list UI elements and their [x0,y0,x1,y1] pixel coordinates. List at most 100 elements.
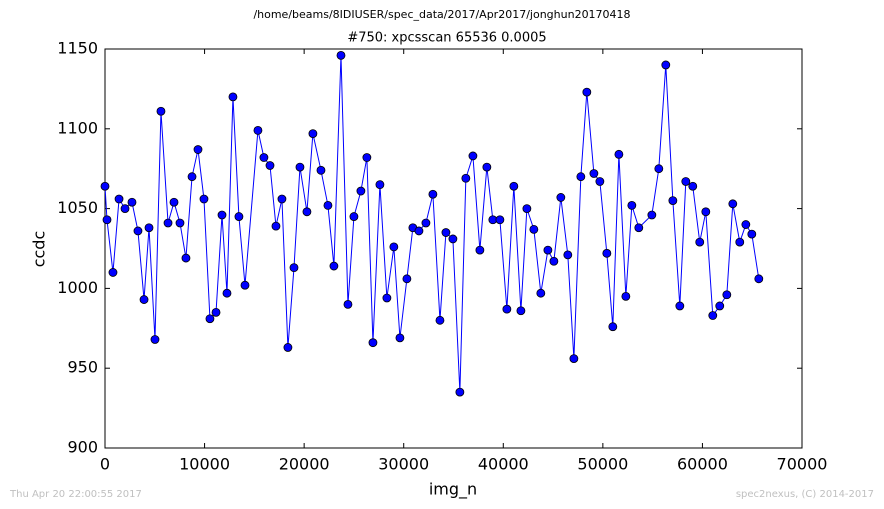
y-tick-label: 1150 [57,39,98,58]
data-point [468,151,478,161]
data-point [228,92,238,102]
data-point [193,145,203,154]
y-tick-label: 1000 [57,278,98,297]
data-point [402,274,412,284]
data-point [217,210,227,220]
y-tick-label: 900 [67,438,98,457]
data-point [461,173,471,183]
data-point [211,307,221,317]
data-point [234,212,244,221]
data-point [144,223,154,233]
x-tick-label: 0 [100,455,110,474]
data-point [576,172,586,182]
data-point [323,201,333,210]
data-point [259,153,269,162]
data-point [722,290,732,300]
data-point [295,162,305,172]
data-point [654,164,664,174]
data-point [428,189,438,199]
data-point [120,204,130,214]
data-point [329,261,339,271]
x-tick-label: 60000 [677,455,728,474]
data-point [375,180,385,190]
data-point [747,229,757,239]
data-point [181,253,191,263]
data-point [715,301,725,311]
data-line [104,55,760,393]
data-point [728,199,738,209]
data-point [302,207,312,217]
data-point [701,207,711,217]
data-point [614,149,624,159]
y-tick-label: 1050 [57,198,98,217]
footer-left: Thu Apr 20 22:00:55 2017 [9,489,142,500]
data-point [349,212,359,221]
data-point [169,197,179,207]
x-tick-label: 40000 [478,455,529,474]
chart-title: /home/beams/8IDIUSER/spec_data/2017/Apr2… [253,8,630,21]
data-point [156,106,166,116]
x-tick-label: 50000 [577,455,628,474]
data-point [421,218,431,228]
data-point [602,248,612,258]
data-point [265,161,275,170]
data-point [522,204,532,214]
data-point [509,181,519,191]
data-point [627,201,637,210]
data-point [133,226,143,236]
plot-frame [104,48,803,449]
data-point [634,223,644,233]
data-point [608,322,618,332]
data-point [695,237,705,247]
x-axis-label: img_n [429,480,477,500]
data-point [395,333,405,343]
data-point [475,245,485,255]
data-point [102,215,112,225]
data-point [595,177,605,186]
x-tick-label: 10000 [179,455,230,474]
data-point [240,280,250,290]
data-point [389,242,399,252]
data-point [569,354,579,364]
data-point [253,125,263,135]
data-point [455,387,465,397]
data-point [289,263,299,273]
data-point [205,314,215,324]
data-point [549,256,559,266]
data-point [675,301,685,311]
data-point [661,60,671,70]
data-point [163,218,173,228]
data-point [482,162,492,172]
data-point [277,194,287,204]
data-point [563,250,573,260]
y-tick-label: 950 [67,358,98,377]
y-tick-label: 1100 [57,118,98,137]
data-point [435,315,445,325]
data-point [382,293,392,303]
data-point [754,274,764,284]
data-point [222,288,232,298]
data-point [175,218,185,228]
x-tick-label: 30000 [378,455,429,474]
data-point [536,288,546,298]
data-point [448,234,458,244]
data-point [516,306,526,316]
data-point [139,295,149,304]
data-point [187,172,197,182]
data-point [668,196,678,206]
data-point [199,194,209,204]
data-point [108,268,118,277]
data-point [495,215,505,225]
data-point [150,335,160,344]
data-point [589,169,599,178]
data-point [556,193,566,202]
data-point [316,165,326,175]
data-point [621,291,631,301]
data-point [127,197,137,207]
data-point [735,237,745,247]
data-point [343,299,353,309]
chart-subtitle: #750: xpcsscan 65536 0.0005 [347,31,546,46]
data-point [362,153,372,162]
